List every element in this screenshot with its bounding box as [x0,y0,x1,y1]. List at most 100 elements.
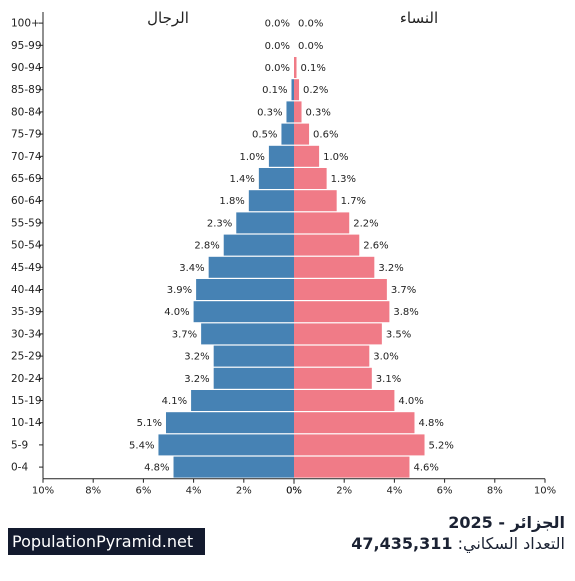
x-tick-label-left: 4% [186,486,202,497]
bar-men-70-74 [268,145,294,167]
bar-men-40-44 [196,279,294,300]
age-label-50-54: 50-54 [11,240,42,252]
age-label-90-94: 90-94 [11,62,42,74]
labels-group: 100+ 0.0% 0.0% 95-99 0.0% 0.0% 90-94 0.0% 0.1% 85… [11,18,454,474]
value-label-men-20-24: 3.2% [184,374,209,385]
value-label-women-70-74: 1.0% [323,152,348,163]
value-label-men-40-44: 3.9% [167,285,192,296]
age-label-25-29: 25-29 [11,351,42,363]
value-label-women-90-94: 0.1% [301,63,326,74]
brand-text[interactable]: PopulationPyramid.net [12,532,194,551]
value-label-women-75-79: 0.6% [313,130,338,141]
value-label-women-0-4: 4.6% [413,463,438,474]
value-label-men-95-99: 0.0% [265,41,290,52]
age-label-35-39: 35-39 [11,306,42,318]
x-tick-label-right: 0% [286,486,302,497]
bar-women-65-69 [294,168,327,189]
value-label-women-45-49: 3.2% [378,263,403,274]
population-label: التعداد السكاني: [457,534,565,553]
bar-women-20-24 [294,367,372,389]
value-label-women-80-84: 0.3% [306,107,331,118]
age-label-10-14: 10-14 [11,417,42,429]
x-tick-label-right: 6% [437,486,453,497]
x-tick-label-right: 2% [336,486,352,497]
value-label-women-65-69: 1.3% [331,174,356,185]
age-label-65-69: 65-69 [11,173,42,185]
bar-women-25-29 [294,345,370,367]
age-label-75-79: 75-79 [11,129,42,141]
value-label-women-40-44: 3.7% [391,285,416,296]
value-label-men-15-19: 4.1% [162,396,187,407]
bar-women-90-94 [294,57,297,78]
value-label-men-60-64: 1.8% [219,196,244,207]
age-label-80-84: 80-84 [11,106,42,118]
bar-men-85-89 [291,79,294,101]
bar-men-45-49 [208,256,294,278]
value-label-women-50-54: 2.6% [363,241,388,252]
x-axis: 10% 8% 6% 4% 2% 0%0% 2% 4% 6% 8% 10% [32,12,556,497]
value-label-men-0-4: 4.8% [144,463,169,474]
bar-women-75-79 [294,123,310,145]
value-label-women-10-14: 4.8% [418,418,443,429]
bar-women-0-4 [294,456,410,478]
bar-men-30-34 [201,323,294,345]
x-tick-label-right: 4% [386,486,402,497]
value-label-men-55-59: 2.3% [207,218,232,229]
value-label-men-80-84: 0.3% [257,107,282,118]
brand-badge[interactable]: PopulationPyramid.net [8,528,205,555]
age-label-60-64: 60-64 [11,195,42,207]
value-label-women-60-64: 1.7% [341,196,366,207]
bar-men-55-59 [236,212,294,234]
bar-men-60-64 [248,190,294,212]
age-label-100+: 100+ [11,18,40,30]
value-label-men-50-54: 2.8% [194,241,219,252]
value-label-men-10-14: 5.1% [137,418,162,429]
x-tick-label-right: 8% [487,486,503,497]
x-tick-label-left: 8% [85,486,101,497]
value-label-women-20-24: 3.1% [376,374,401,385]
bar-men-20-24 [213,367,294,389]
bar-men-0-4 [173,456,294,478]
bar-men-5-9 [158,434,294,456]
value-label-men-75-79: 0.5% [252,130,277,141]
value-label-men-25-29: 3.2% [184,352,209,363]
value-label-women-25-29: 3.0% [373,352,398,363]
bar-women-80-84 [294,101,302,123]
women-side-label: النساء [400,9,438,27]
value-label-men-5-9: 5.4% [129,440,154,451]
bar-women-15-19 [294,390,395,411]
x-tick-label-right: 10% [534,486,556,497]
value-label-men-65-69: 1.4% [229,174,254,185]
value-label-women-95-99: 0.0% [298,41,323,52]
age-label-20-24: 20-24 [11,373,42,385]
value-label-women-100+: 0.0% [298,19,323,30]
bar-women-50-54 [294,234,360,256]
value-label-women-35-39: 3.8% [393,307,418,318]
value-label-men-30-34: 3.7% [172,329,197,340]
bar-women-70-74 [294,145,320,167]
population-line: التعداد السكاني: 47,435,311 [351,534,565,553]
value-label-women-85-89: 0.2% [303,85,328,96]
bar-women-35-39 [294,301,390,323]
age-label-95-99: 95-99 [11,40,42,52]
age-label-45-49: 45-49 [11,262,42,274]
age-label-0-4: 0-4 [11,462,28,474]
x-tick-label-left: 2% [236,486,252,497]
value-label-men-35-39: 4.0% [164,307,189,318]
age-label-5-9: 5-9 [11,439,28,451]
value-label-men-100+: 0.0% [265,19,290,30]
bar-men-50-54 [223,234,294,256]
bar-men-65-69 [258,168,294,189]
bar-men-35-39 [193,301,294,323]
age-label-70-74: 70-74 [11,151,42,163]
bar-women-30-34 [294,323,382,345]
x-tick-label-left: 10% [32,486,54,497]
bar-women-40-44 [294,279,387,300]
age-label-15-19: 15-19 [11,395,42,407]
value-label-men-70-74: 1.0% [239,152,264,163]
x-tick-label-left: 0% [286,486,302,497]
value-label-men-85-89: 0.1% [262,85,287,96]
bar-women-5-9 [294,434,425,456]
bar-women-45-49 [294,256,375,278]
